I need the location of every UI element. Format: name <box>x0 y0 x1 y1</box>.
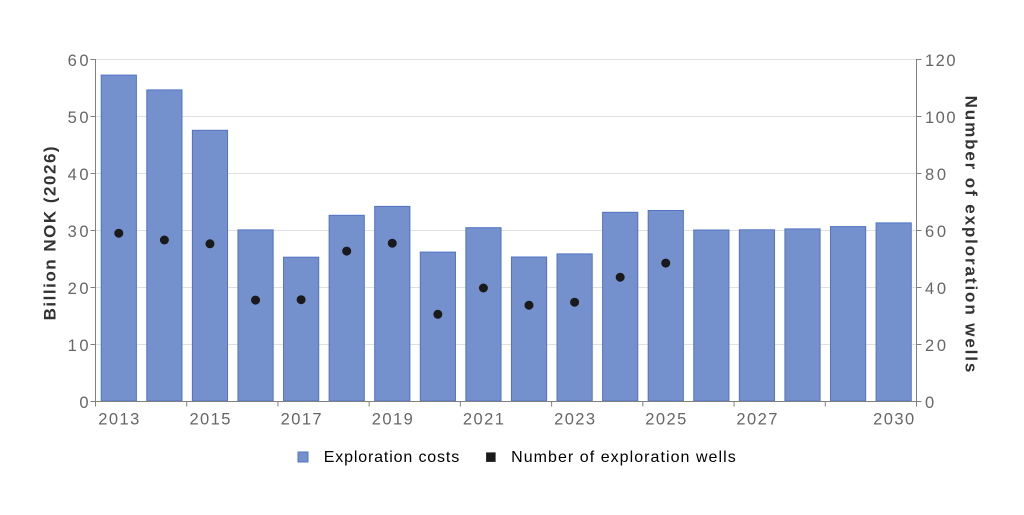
svg-text:0: 0 <box>925 394 934 412</box>
svg-text:2015: 2015 <box>189 411 230 429</box>
svg-text:0: 0 <box>79 394 88 412</box>
svg-text:120: 120 <box>925 52 956 70</box>
svg-text:Number of exploration wells: Number of exploration wells <box>962 96 981 373</box>
svg-text:2019: 2019 <box>372 411 413 429</box>
svg-text:Exploration costs: Exploration costs <box>324 449 460 466</box>
svg-text:100: 100 <box>925 109 956 127</box>
svg-text:2027: 2027 <box>736 411 777 429</box>
svg-text:2017: 2017 <box>281 411 322 429</box>
svg-text:2021: 2021 <box>463 411 504 429</box>
svg-text:2013: 2013 <box>98 411 139 429</box>
svg-text:2025: 2025 <box>645 411 686 429</box>
svg-text:2030: 2030 <box>873 411 914 429</box>
svg-text:Number of exploration wells: Number of exploration wells <box>511 449 736 466</box>
svg-text:Billion NOK (2026): Billion NOK (2026) <box>41 146 60 320</box>
svg-text:2023: 2023 <box>554 411 595 429</box>
